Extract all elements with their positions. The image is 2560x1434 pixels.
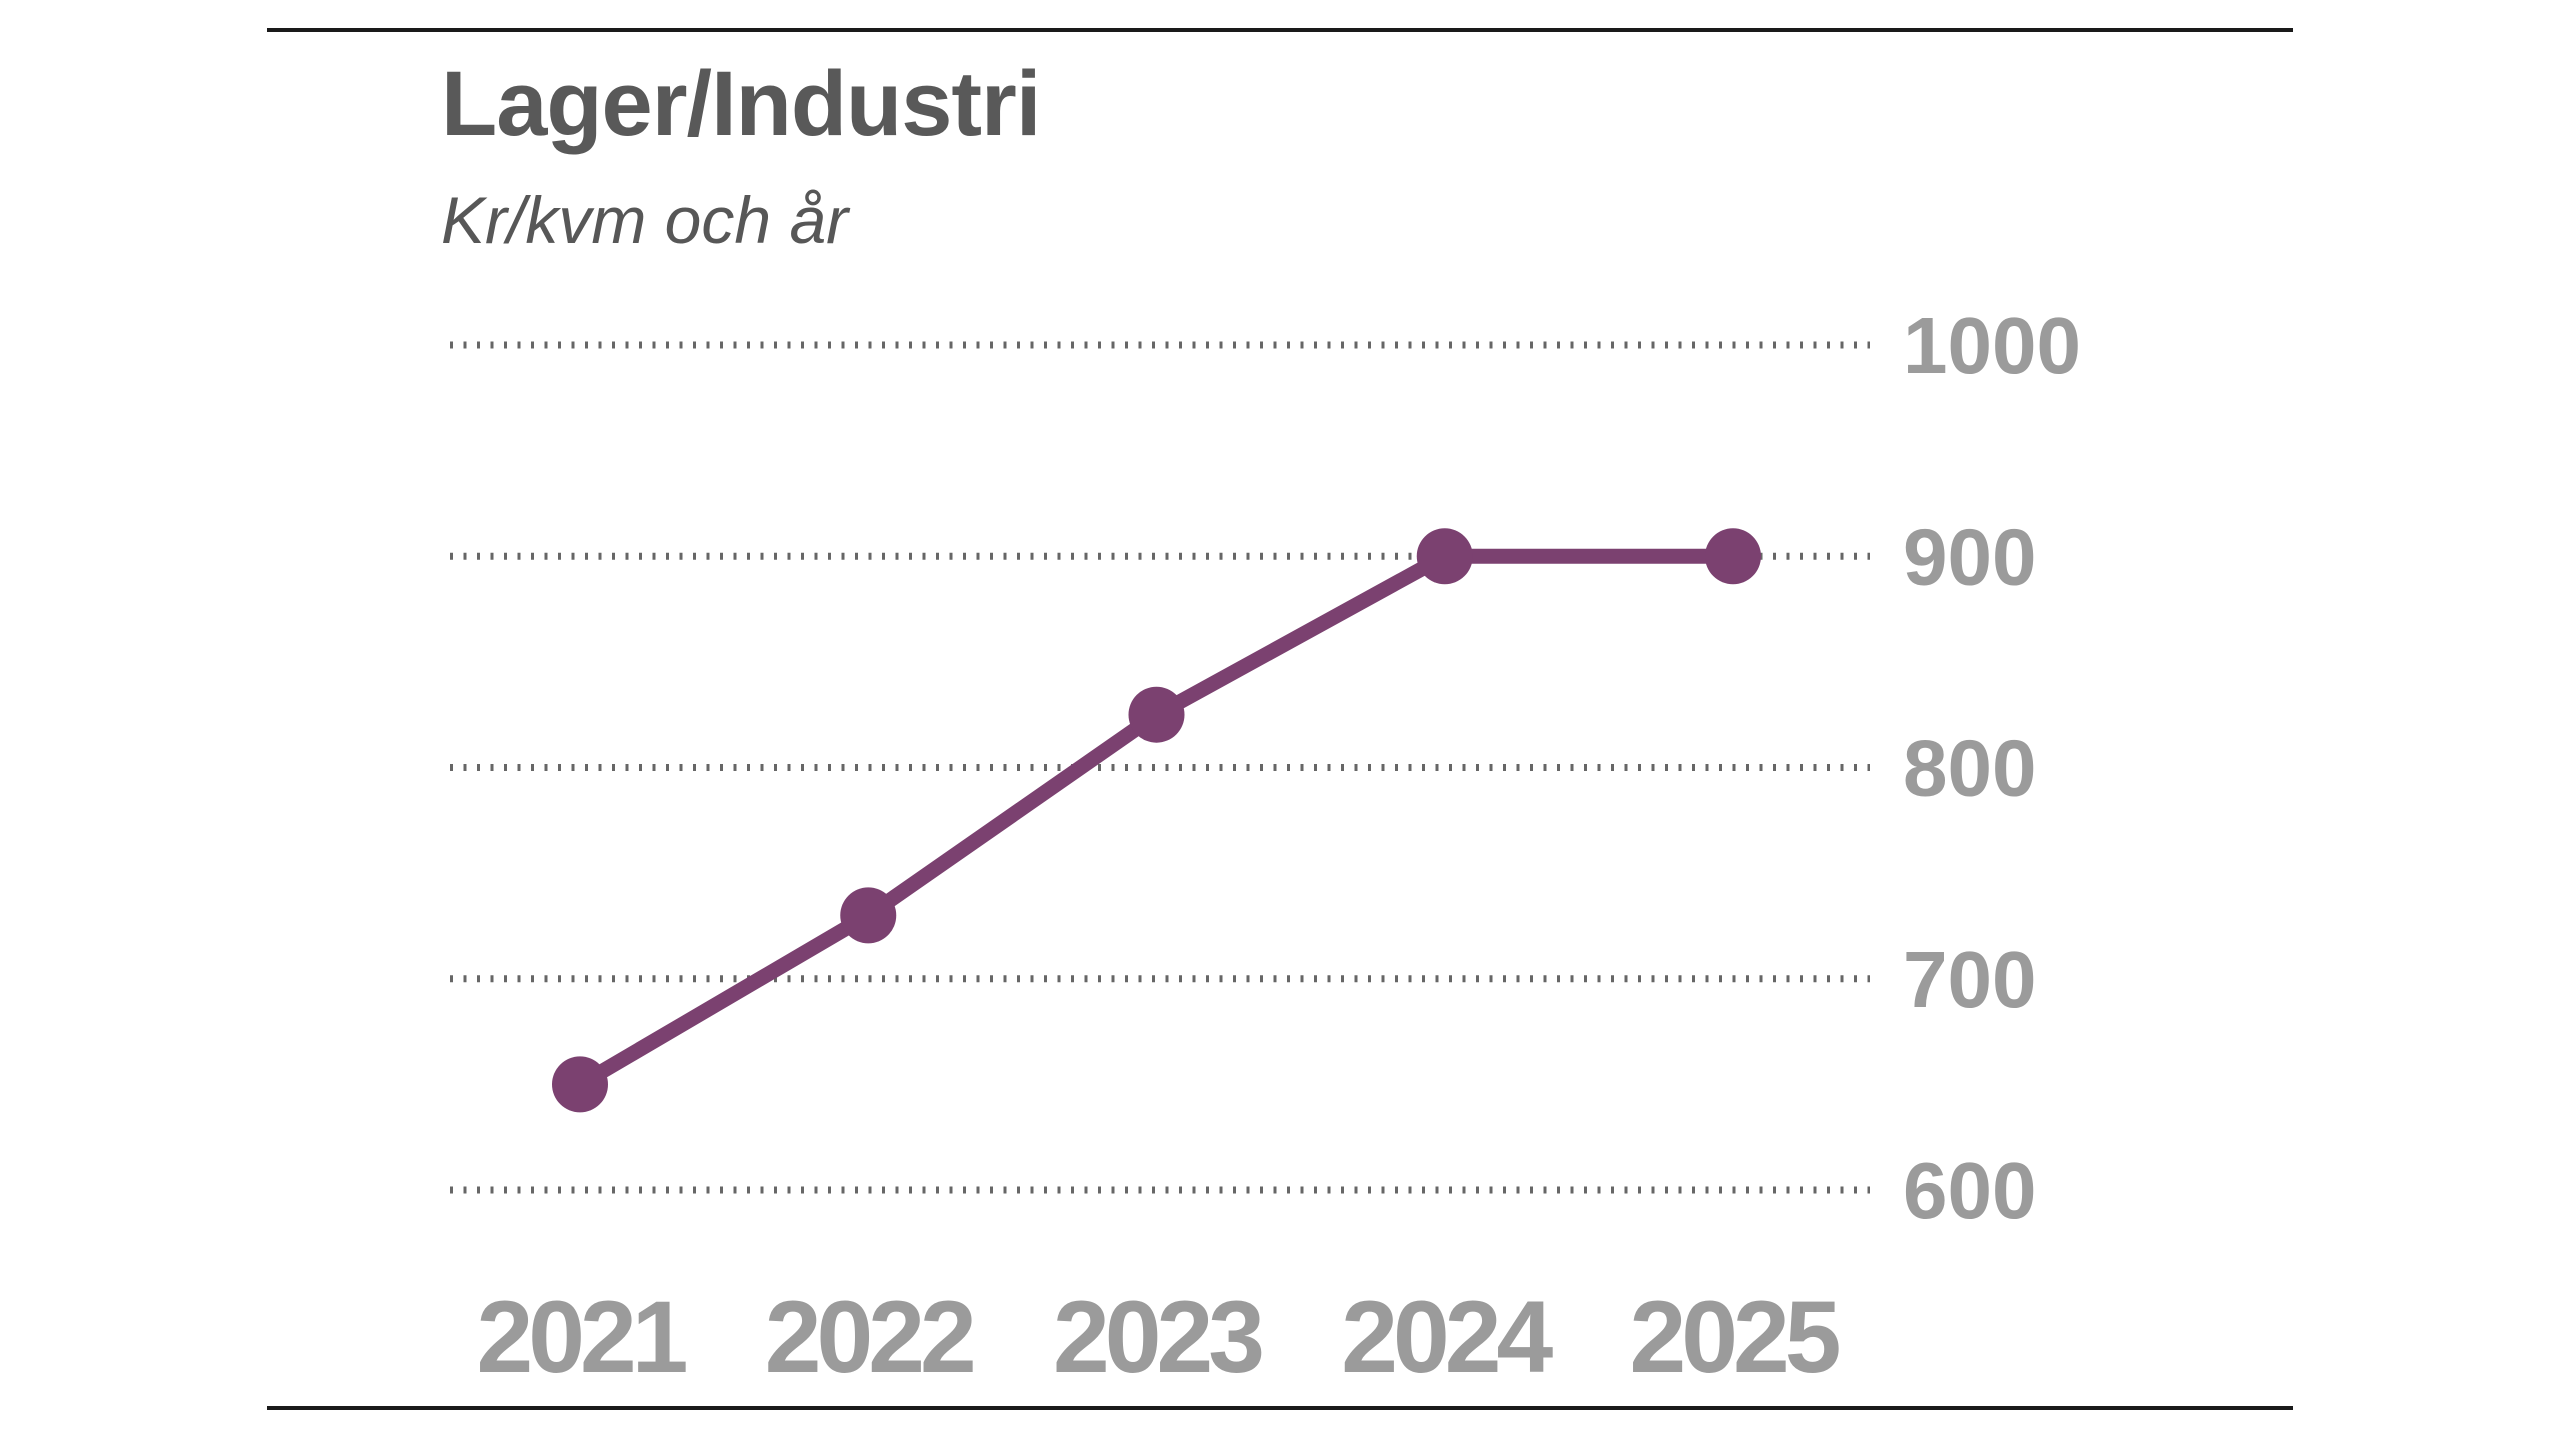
y-tick-label-900: 900 bbox=[1903, 512, 2036, 601]
bottom-rule bbox=[267, 1406, 2293, 1410]
data-point-2025 bbox=[1705, 528, 1761, 585]
top-rule bbox=[267, 28, 2293, 32]
y-tick-label-1000: 1000 bbox=[1903, 301, 2081, 390]
y-tick-label-600: 600 bbox=[1903, 1146, 2036, 1235]
y-tick-label-700: 700 bbox=[1903, 935, 2036, 1024]
data-point-2023 bbox=[1128, 686, 1185, 743]
data-line bbox=[572, 548, 1741, 1092]
chart-title: Lager/Industri bbox=[441, 53, 1041, 155]
x-tick-label-2023: 2023 bbox=[1053, 1280, 1262, 1394]
x-tick-label-2022: 2022 bbox=[765, 1280, 973, 1394]
data-point-2021 bbox=[552, 1056, 608, 1113]
x-tick-label-2021: 2021 bbox=[477, 1280, 686, 1394]
y-tick-label-800: 800 bbox=[1903, 724, 2036, 813]
chart-subtitle: Kr/kvm och år bbox=[441, 183, 849, 257]
x-tick-label-2024: 2024 bbox=[1341, 1280, 1553, 1394]
x-tick-label-2025: 2025 bbox=[1630, 1280, 1839, 1394]
data-point-2024 bbox=[1416, 528, 1473, 585]
data-point-2022 bbox=[840, 887, 897, 944]
